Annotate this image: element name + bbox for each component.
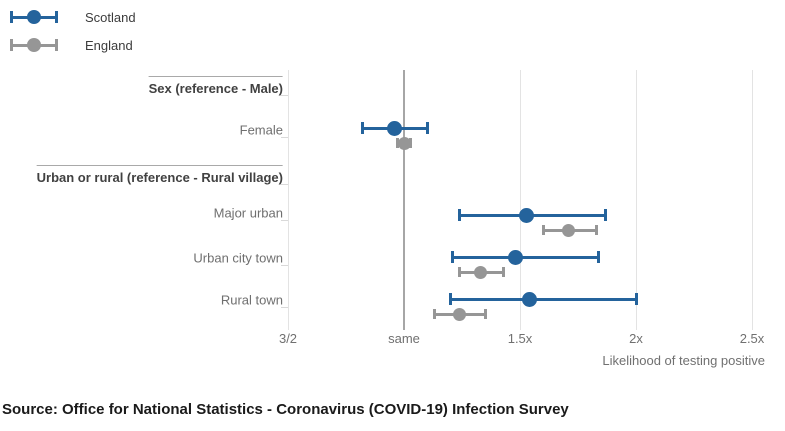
x-tick-label-2-5x: 2.5x — [739, 331, 765, 346]
interval-line — [452, 255, 599, 259]
interval-cap — [451, 251, 455, 263]
interval-cap — [458, 267, 462, 277]
axis-tick — [281, 184, 288, 185]
point-estimate-dot — [519, 207, 535, 223]
point-estimate-dot — [453, 307, 467, 321]
point-estimate-dot — [507, 249, 523, 265]
interval-cap — [432, 309, 436, 319]
x-tick-label-1-5x: 1.5x — [507, 331, 533, 346]
source-note: Source: Office for National Statistics -… — [2, 401, 569, 418]
point-estimate-dot — [521, 291, 537, 307]
point-estimate-dot — [387, 120, 403, 136]
interval-line — [450, 297, 636, 301]
group-header-urban-or-rural-reference-rural-village: Urban or rural (reference - Rural villag… — [36, 165, 283, 185]
axis-tick — [281, 137, 288, 138]
interval-cap — [360, 122, 364, 134]
row-label-major-urban: Major urban — [213, 205, 283, 221]
legend-sample-cap — [10, 39, 13, 51]
legend-sample-dot — [27, 38, 41, 52]
interval-cap — [502, 267, 506, 277]
x-tick-label-3-2: 3/2 — [278, 331, 298, 346]
interval-cap — [483, 309, 487, 319]
row-label-urban-city-town: Urban city town — [193, 250, 283, 266]
interval-cap — [409, 138, 413, 148]
errorbar-icon — [10, 9, 58, 25]
legend-sample-cap — [55, 11, 58, 23]
gridline-3-2 — [288, 70, 289, 330]
legend-sample-dot — [27, 10, 41, 24]
gridline-2x — [636, 70, 637, 330]
legend-item-england[interactable]: England — [10, 36, 133, 54]
interval-cap — [634, 293, 638, 305]
legend-item-scotland[interactable]: Scotland — [10, 8, 136, 26]
legend-label-scotland: Scotland — [85, 9, 136, 25]
row-label-rural-town: Rural town — [220, 292, 283, 308]
legend-sample-cap — [10, 11, 13, 23]
axis-tick — [281, 307, 288, 308]
axis-tick — [281, 95, 288, 96]
axis-tick — [281, 220, 288, 221]
interval-cap — [595, 225, 599, 235]
interval-cap — [458, 209, 462, 221]
point-estimate-dot — [397, 136, 411, 150]
legend-label-england: England — [85, 37, 133, 53]
point-estimate-dot — [562, 223, 576, 237]
x-tick-label-same: same — [388, 331, 420, 346]
point-estimate-dot — [474, 265, 488, 279]
axis-tick — [281, 265, 288, 266]
row-label-female: Female — [239, 122, 283, 138]
interval-cap — [541, 225, 545, 235]
reference-line-same — [403, 70, 405, 330]
interval-cap — [604, 209, 608, 221]
interval-cap — [425, 122, 429, 134]
gridline-1-5x — [520, 70, 521, 330]
interval-cap — [597, 251, 601, 263]
group-header-sex-reference-male: Sex (reference - Male) — [148, 76, 283, 96]
gridline-2-5x — [752, 70, 753, 330]
interval-cap — [448, 293, 452, 305]
x-axis-title: Likelihood of testing positive — [602, 353, 765, 368]
legend-sample-cap — [55, 39, 58, 51]
x-tick-label-2x: 2x — [629, 331, 643, 346]
errorbar-icon — [10, 37, 58, 53]
interval-cap — [395, 138, 399, 148]
